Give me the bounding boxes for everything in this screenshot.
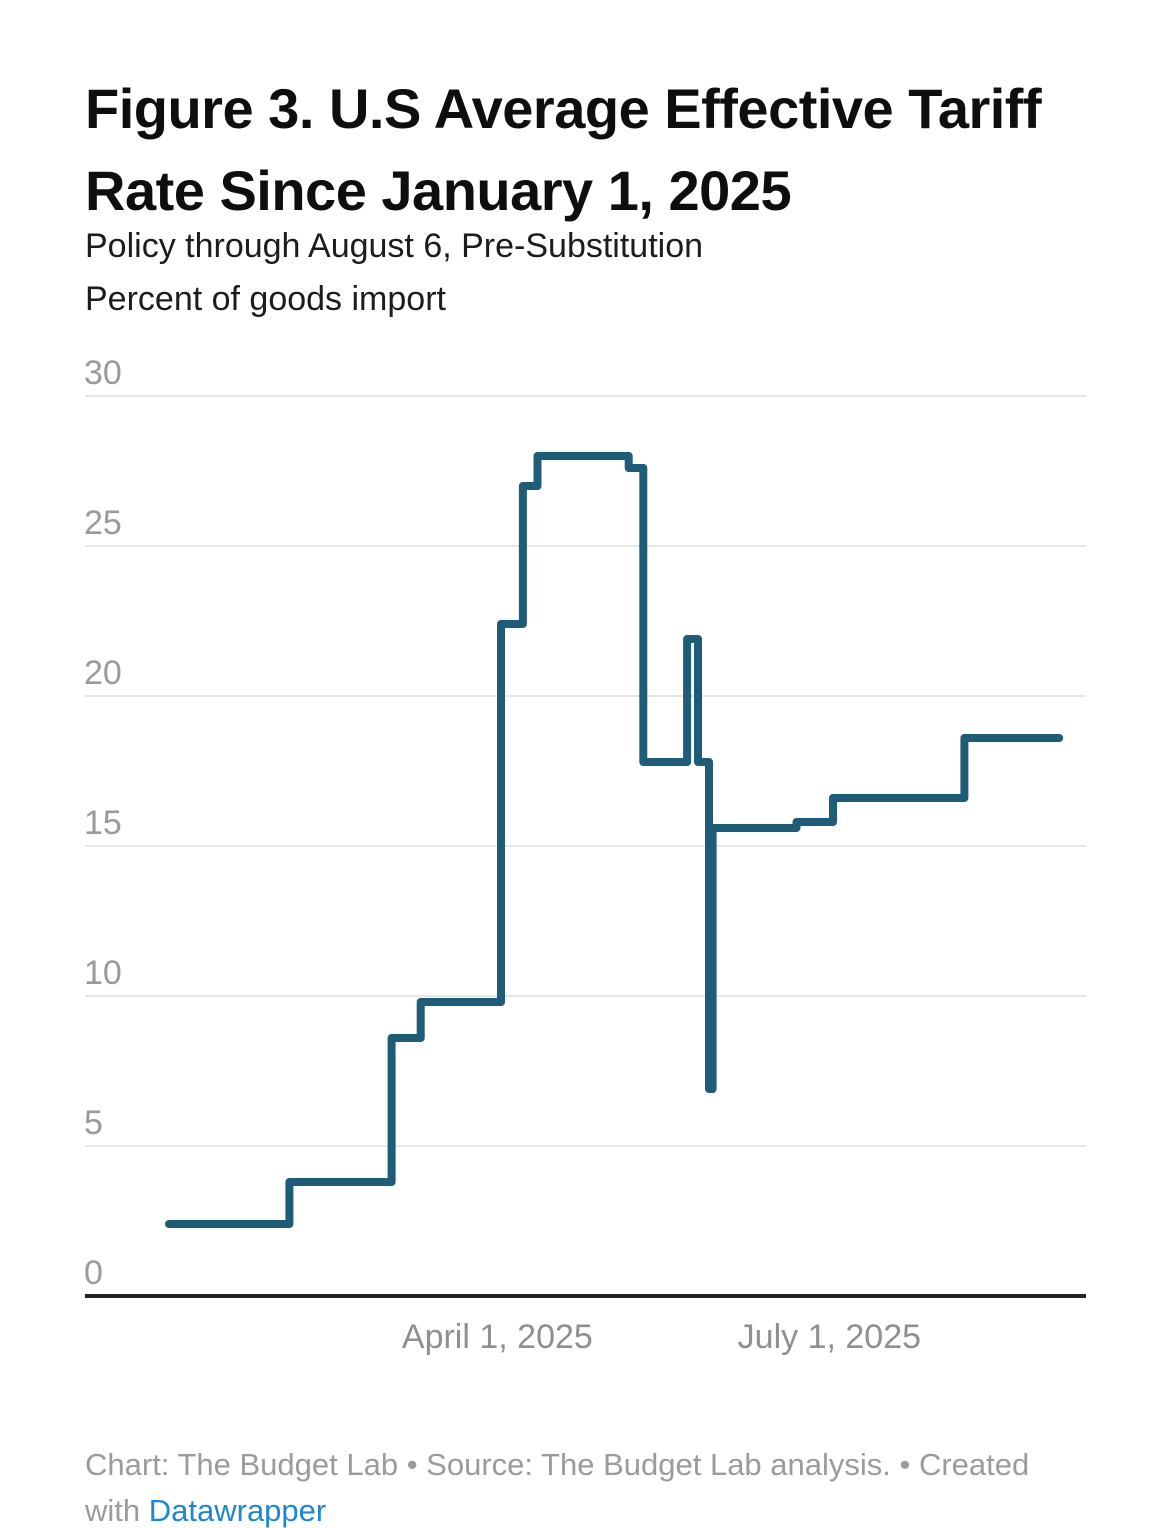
chart-title: Figure 3. U.S Average Effective Tariff R…	[85, 76, 1042, 222]
footer-credit-line1: Chart: The Budget Lab • Source: The Budg…	[85, 1447, 1030, 1482]
y-tick-label-25: 25	[84, 504, 122, 542]
tariff-rate-series-line	[165, 452, 1064, 1228]
footer-credit-line2: with Datawrapper	[85, 1488, 1105, 1528]
y-tick-label-10: 10	[84, 954, 122, 992]
y-tick-label-30: 30	[84, 354, 122, 392]
x-tick-label: July 1, 2025	[738, 1318, 921, 1356]
x-tick-label: April 1, 2025	[402, 1318, 593, 1356]
y-tick-label-15: 15	[84, 804, 122, 842]
y-tick-label-0: 0	[84, 1254, 103, 1292]
chart-subtitle: Policy through August 6, Pre-Substitutio…	[85, 220, 1115, 326]
datawrapper-link[interactable]: Datawrapper	[148, 1493, 327, 1528]
chart-subtitle-line1: Policy through August 6, Pre-Substitutio…	[85, 227, 704, 265]
footer-credit-line2-prefix: with	[85, 1493, 149, 1528]
y-tick-label-5: 5	[84, 1104, 103, 1142]
chart-y-axis-unit-label: Percent of goods import	[85, 280, 446, 318]
chart-footer: Chart: The Budget Lab • Source: The Budg…	[85, 1442, 1105, 1528]
y-tick-label-20: 20	[84, 654, 122, 692]
